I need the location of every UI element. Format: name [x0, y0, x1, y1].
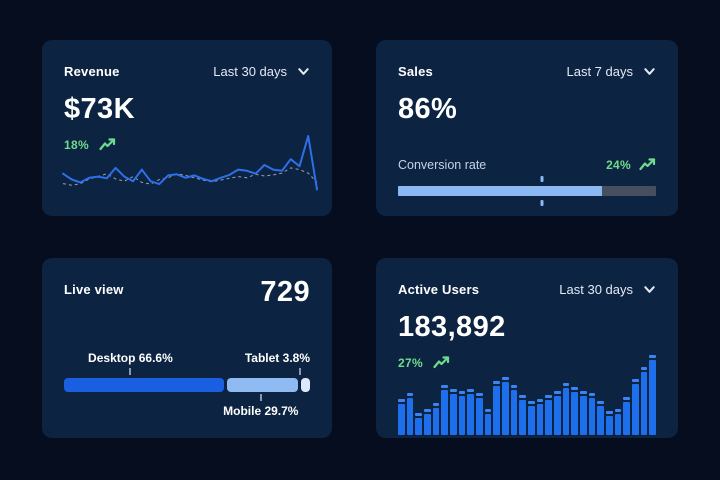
bar — [432, 403, 440, 435]
tablet-segment-label: Tablet 3.8% — [244, 351, 310, 365]
bar — [484, 408, 492, 435]
bar — [640, 367, 648, 435]
bar — [424, 408, 431, 435]
bar — [458, 391, 466, 435]
bar — [614, 408, 622, 435]
revenue-value: $73K — [64, 93, 135, 125]
conversion-progress-bar — [398, 176, 656, 206]
sales-card: Sales Last 7 days 86% Conversion rate 24… — [376, 40, 678, 216]
bar — [510, 385, 518, 435]
progress-fill — [398, 186, 602, 196]
chevron-down-icon — [644, 68, 655, 75]
conversion-delta-row: 24% — [606, 158, 656, 172]
bar — [528, 401, 535, 435]
revenue-range-label: Last 30 days — [213, 64, 287, 79]
bar — [467, 388, 475, 435]
conversion-label: Conversion rate — [398, 158, 487, 172]
tablet-segment — [300, 378, 310, 392]
trending-up-icon — [99, 138, 116, 151]
device-split-stacked-bar — [64, 378, 310, 392]
revenue-range-dropdown[interactable]: Last 30 days — [213, 64, 310, 79]
conversion-block: Conversion rate 24% — [398, 158, 656, 206]
revenue-card: Revenue Last 30 days $73K 18% — [42, 40, 332, 216]
bar — [519, 395, 527, 435]
revenue-card-header: Revenue Last 30 days — [64, 64, 310, 79]
live-view-value: 729 — [260, 276, 310, 308]
active-users-bar-chart — [398, 355, 657, 435]
bar — [441, 385, 449, 435]
active-users-range-dropdown[interactable]: Last 30 days — [559, 282, 656, 297]
bar — [554, 391, 561, 435]
revenue-line-chart — [62, 128, 318, 198]
device-split-chart: Desktop 66.6% Tablet 3.8% Mobile 29.7% — [64, 351, 310, 418]
bar — [588, 393, 596, 435]
tablet-tick — [299, 368, 302, 375]
sales-title: Sales — [398, 64, 433, 79]
bar — [406, 393, 414, 435]
bar — [502, 376, 509, 435]
bar — [649, 355, 657, 435]
desktop-segment — [64, 378, 224, 392]
bar — [632, 379, 639, 435]
active-users-card: Active Users Last 30 days 183,892 27% — [376, 258, 678, 438]
live-view-title: Live view — [64, 282, 124, 297]
active-users-delta: 27% — [398, 356, 423, 370]
sales-range-dropdown[interactable]: Last 7 days — [567, 64, 657, 79]
bar — [450, 388, 457, 435]
trending-up-icon — [639, 158, 656, 171]
live-view-card: Live view 729 Desktop 66.6% Tablet 3.8% … — [42, 258, 332, 438]
bar — [476, 393, 483, 435]
live-view-header: Live view 729 — [64, 276, 310, 309]
progress-marker-top — [540, 176, 544, 182]
revenue-delta: 18% — [64, 138, 89, 152]
revenue-title: Revenue — [64, 64, 120, 79]
bar — [545, 395, 553, 435]
sales-card-header: Sales Last 7 days — [398, 64, 656, 79]
revenue-delta-row: 18% — [64, 138, 310, 152]
bar — [580, 391, 587, 435]
mobile-tick — [259, 394, 262, 401]
active-users-delta-row: 27% — [398, 356, 656, 370]
bar — [571, 387, 579, 435]
mobile-segment-label: Mobile 29.7% — [223, 404, 299, 418]
sales-value: 86% — [398, 93, 458, 125]
sales-range-label: Last 7 days — [566, 64, 634, 79]
chevron-down-icon — [298, 68, 309, 75]
active-users-value: 183,892 — [398, 311, 506, 343]
bar — [536, 399, 544, 435]
bar — [606, 411, 613, 435]
bar — [597, 401, 605, 435]
bar — [623, 396, 631, 435]
desktop-segment-label: Desktop 66.6% — [88, 351, 173, 365]
active-users-title: Active Users — [398, 282, 480, 297]
trending-up-icon — [433, 356, 450, 369]
mobile-segment — [226, 378, 298, 392]
bar — [562, 383, 570, 435]
active-users-range-label: Last 30 days — [559, 282, 633, 297]
bar — [493, 380, 501, 435]
bar — [415, 412, 423, 435]
chevron-down-icon — [644, 286, 655, 293]
active-users-card-header: Active Users Last 30 days — [398, 282, 656, 297]
desktop-tick — [129, 368, 132, 375]
conversion-delta: 24% — [606, 158, 631, 172]
progress-track — [398, 186, 656, 196]
progress-marker-bottom — [540, 200, 544, 206]
bar — [398, 399, 405, 435]
